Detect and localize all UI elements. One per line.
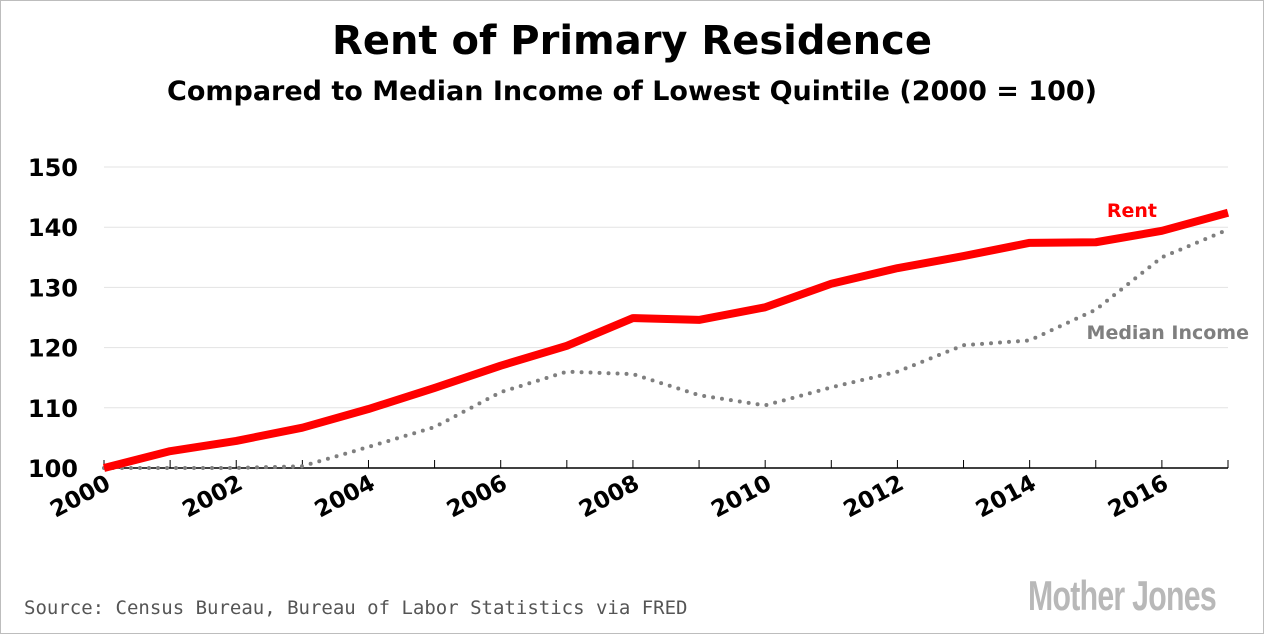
y-tick-label: 150 <box>28 154 78 182</box>
chart-subtitle: Compared to Median Income of Lowest Quin… <box>167 76 1097 107</box>
x-tick-label: 2008 <box>575 470 644 523</box>
legend-label-rent: Rent <box>1107 200 1157 222</box>
source-note: Source: Census Bureau, Bureau of Labor S… <box>24 597 688 619</box>
x-tick-label: 2014 <box>972 470 1041 523</box>
x-tick-label: 2012 <box>839 470 908 523</box>
y-tick-label: 110 <box>28 395 78 423</box>
x-tick-label: 2006 <box>443 470 512 523</box>
median-income-line <box>102 227 1230 470</box>
chart-title: Rent of Primary Residence <box>332 18 932 64</box>
y-tick-label: 140 <box>28 214 78 242</box>
x-tick-label: 2004 <box>311 470 380 523</box>
x-tick-label: 2010 <box>707 470 776 523</box>
legend-label-median-income: Median Income <box>1087 322 1249 344</box>
y-tick-label: 130 <box>28 274 78 302</box>
rent-line <box>103 208 1230 472</box>
y-tick-label: 100 <box>28 455 78 483</box>
y-tick-label: 120 <box>28 335 78 363</box>
x-tick-label: 2016 <box>1104 470 1173 523</box>
mother-jones-logo: Mother Jones <box>1028 572 1217 619</box>
x-tick-label: 2002 <box>178 470 247 523</box>
